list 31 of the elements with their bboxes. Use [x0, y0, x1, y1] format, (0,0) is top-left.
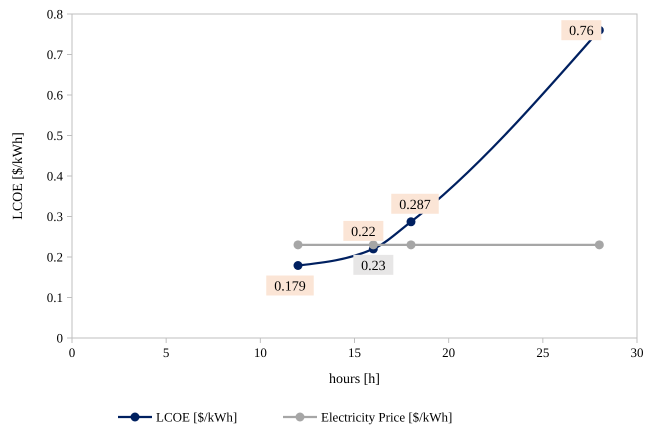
- x-tick-label: 30: [630, 345, 644, 360]
- point: [406, 240, 416, 250]
- data-label: 0.179: [274, 280, 306, 295]
- legend-label: LCOE [$/kWh]: [156, 410, 238, 424]
- y-tick-label: 0.7: [46, 47, 64, 62]
- legend-label: Electricity Price [$/kWh]: [321, 410, 452, 424]
- point: [368, 240, 378, 250]
- data-label: 0.76: [569, 24, 594, 40]
- x-tick-label: 15: [348, 345, 361, 360]
- x-tick-label: 0: [68, 345, 76, 360]
- point: [294, 240, 302, 250]
- x-tick-label: 20: [442, 345, 456, 360]
- x-tick-label: 10: [254, 345, 267, 360]
- y-tick-label: 0.3: [46, 209, 63, 224]
- y-tick-label: 0: [56, 330, 63, 346]
- y-tick-label: 0.1: [46, 290, 63, 305]
- point: [294, 261, 302, 270]
- x-tick-label: 5: [162, 345, 170, 360]
- point: [594, 240, 604, 250]
- x-tick-label: 25: [536, 345, 550, 360]
- y-tick-label: 0.5: [46, 128, 63, 143]
- y-tick-label: 0.6: [46, 88, 64, 102]
- y-tick-label: 0.4: [46, 168, 64, 184]
- data-label: 0.287: [399, 198, 431, 213]
- data-label: 0.22: [351, 224, 376, 240]
- x-axis-title: hours [h]: [329, 372, 380, 387]
- point: [406, 217, 416, 226]
- y-tick-label: 0.8: [46, 6, 63, 22]
- data-label: 0.23: [361, 258, 386, 274]
- y-axis-title: LCOE [$/kWh]: [11, 132, 26, 220]
- y-tick-label: 0.2: [46, 250, 63, 264]
